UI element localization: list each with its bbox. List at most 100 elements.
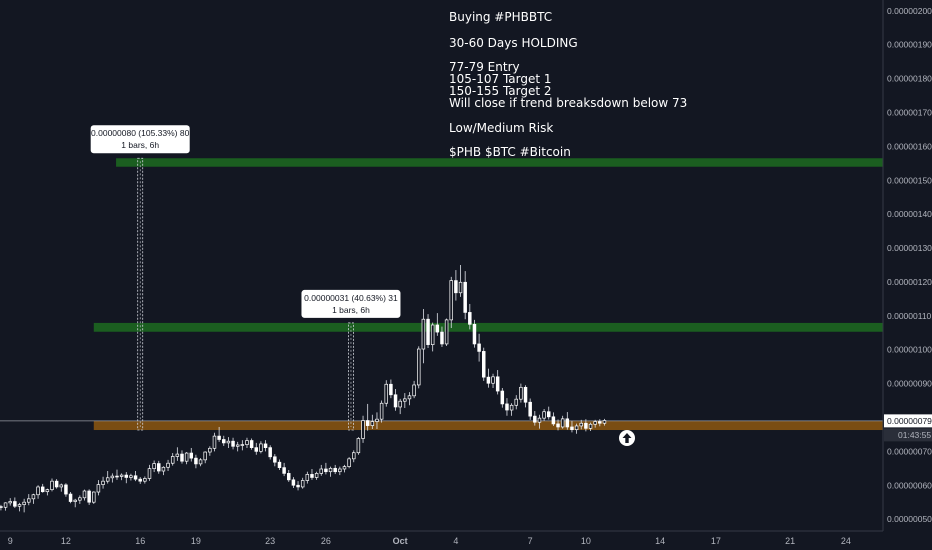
candle-body-up: [491, 376, 495, 384]
candle-body-down: [310, 474, 314, 478]
measure-label-box: [301, 289, 401, 318]
candle: [551, 412, 556, 426]
candle: [495, 370, 500, 395]
candle: [356, 437, 361, 455]
time-axis[interactable]: 9 12 16 19 23 26 Oct 4 7 10 14 17 21 24: [8, 536, 851, 546]
candle: [110, 473, 115, 483]
candle: [208, 446, 212, 456]
candle-body-up: [3, 502, 8, 508]
y-tick-label: 0.00000140: [887, 209, 932, 219]
candle-body-down: [500, 390, 505, 405]
candle: [389, 379, 393, 399]
candle-body-down: [556, 423, 560, 428]
candle-body-up: [305, 474, 310, 481]
measure-label-value: 0.00000080 (105.33%) 80: [91, 128, 190, 138]
y-tick-label: 0.00000130: [887, 243, 932, 253]
candle-body-up: [105, 477, 110, 482]
annotation-line: Buying #PHBBTC: [449, 10, 552, 24]
candle: [430, 322, 435, 352]
candle: [170, 453, 175, 466]
candle: [602, 418, 607, 426]
candle-body-up: [361, 420, 365, 439]
candle-body-down: [133, 475, 138, 480]
candle-body-up: [50, 480, 54, 491]
candle-body-up: [588, 423, 593, 429]
candle-body-up: [509, 404, 514, 411]
candle-body-up: [417, 348, 421, 386]
x-tick-label: Oct: [393, 536, 408, 546]
candle: [101, 476, 105, 489]
candle: [198, 458, 203, 467]
candle: [505, 398, 509, 416]
y-tick-label: 0.00000200: [887, 6, 932, 16]
candle-body-up: [152, 463, 156, 469]
candle: [444, 318, 449, 346]
candle-body-up: [542, 411, 546, 419]
candle-body-down: [463, 281, 467, 313]
measure-label-box: [90, 125, 190, 154]
annotation-line: Will close if trend breaksdown below 73: [449, 96, 687, 110]
zone-target-1: [93, 322, 883, 332]
measurements-layer: 0.00000080 (105.33%) 80 1 bars, 6h 0.00000…: [90, 125, 401, 431]
y-tick-label: 0.00000170: [887, 108, 932, 118]
candle: [50, 478, 54, 492]
candle: [565, 412, 570, 430]
candle: [287, 470, 291, 482]
candle: [300, 477, 305, 489]
candle-body-up: [430, 324, 435, 345]
candle: [472, 319, 477, 348]
candle: [189, 447, 194, 462]
x-tick-label: 19: [191, 536, 201, 546]
candle: [338, 466, 342, 476]
candle-body-down: [533, 415, 537, 423]
candle: [36, 485, 40, 499]
x-tick-label: 26: [321, 536, 331, 546]
candle-body-down: [138, 478, 142, 482]
candle: [449, 276, 453, 329]
candle-body-up: [36, 486, 40, 496]
candle: [584, 419, 588, 432]
candle-body-up: [384, 383, 388, 404]
candle-body-up: [110, 475, 115, 479]
candle-body-up: [458, 281, 463, 294]
candle: [310, 468, 314, 480]
candle-body-up: [356, 438, 361, 454]
candle-body-up: [129, 475, 133, 478]
candle: [305, 471, 310, 484]
candle-body-up: [579, 422, 583, 427]
candle: [407, 392, 412, 406]
candle-body-down: [477, 343, 481, 352]
candle-body-down: [249, 440, 254, 448]
candle: [328, 466, 333, 477]
candle-body-up: [147, 468, 152, 479]
candle: [412, 380, 416, 399]
candle: [352, 450, 356, 463]
candle: [463, 271, 467, 320]
candle: [54, 479, 59, 489]
price-axis[interactable]: 0.00000200 0.00000190 0.00000180 0.00000170…: [887, 6, 932, 524]
candle-body-up: [352, 452, 356, 460]
annotation-line: 105-107 Target 1: [449, 72, 552, 86]
candle: [365, 403, 370, 431]
y-tick-label: 0.00000120: [887, 277, 932, 287]
candle-body-down: [365, 420, 370, 426]
y-tick-label: 0.00000070: [887, 446, 932, 456]
candle: [598, 419, 602, 427]
candle-body-down: [254, 447, 259, 452]
candle-body-up: [412, 384, 416, 397]
candle-body-down: [115, 475, 119, 478]
annotation-line: 77-79 Entry: [449, 60, 520, 74]
candle: [440, 326, 444, 347]
candle: [96, 480, 101, 496]
candle-body-up: [319, 468, 324, 474]
y-tick-label: 0.00000060: [887, 480, 932, 490]
candle: [138, 477, 142, 484]
x-tick-label: 17: [711, 536, 721, 546]
scroll-to-realtime-button[interactable]: [619, 430, 635, 446]
candle-body-down: [486, 376, 491, 384]
candle-body-down: [584, 422, 588, 429]
candle: [519, 383, 523, 403]
